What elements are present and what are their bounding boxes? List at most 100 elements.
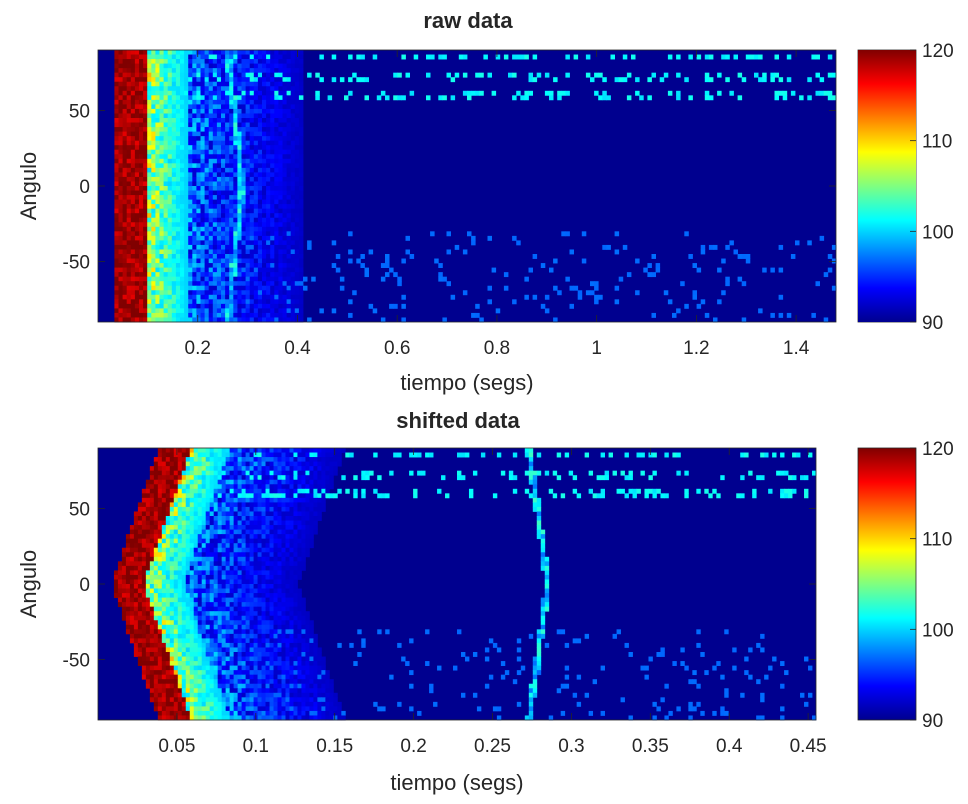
heatmap-cell	[246, 136, 251, 141]
heatmap-cell	[176, 281, 181, 286]
heatmap-cell	[262, 268, 267, 273]
heatmap-cell	[123, 272, 128, 277]
heatmap-cell	[119, 281, 124, 286]
heatmap-cell	[281, 493, 285, 498]
heatmap-cell	[348, 91, 353, 96]
heatmap-cell	[178, 466, 182, 471]
heatmap-cell	[192, 286, 197, 291]
heatmap-cell	[254, 136, 258, 141]
heatmap-cell	[242, 163, 247, 168]
heatmap-cell	[209, 55, 214, 60]
heatmap-cell	[258, 168, 263, 173]
heatmap-cell	[270, 172, 275, 177]
heatmap-cell	[154, 484, 158, 489]
heatmap-cell	[158, 589, 162, 594]
heatmap-cell	[301, 471, 305, 476]
heatmap-cell	[287, 59, 292, 64]
heatmap-cell	[209, 132, 214, 137]
heatmap-cell	[131, 55, 136, 60]
heatmap-cell	[270, 249, 275, 254]
heatmap-cell	[242, 516, 246, 521]
heatmap-cell	[155, 268, 160, 273]
heatmap-cell	[127, 240, 132, 245]
heatmap-cell	[205, 64, 210, 69]
heatmap-cell	[119, 123, 124, 128]
heatmap-cell	[209, 172, 214, 177]
heatmap-cell	[278, 593, 282, 598]
heatmap-cell	[278, 222, 283, 227]
heatmap-cell	[192, 181, 197, 186]
heatmap-cell	[561, 91, 566, 96]
heatmap-cell	[274, 145, 279, 150]
heatmap-cell	[246, 575, 250, 580]
heatmap-cell	[262, 457, 266, 462]
heatmap-cell	[266, 598, 270, 603]
heatmap-cell	[254, 286, 258, 291]
heatmap-cell	[130, 593, 134, 598]
heatmap-cell	[188, 286, 193, 291]
heatmap-cell	[237, 299, 242, 304]
x-tick-label: 0.4	[284, 338, 311, 359]
heatmap-cell	[202, 453, 206, 458]
heatmap-cell	[664, 493, 668, 498]
heatmap-cell	[283, 127, 288, 132]
heatmap-cell	[784, 489, 788, 494]
heatmap-cell	[262, 493, 266, 498]
heatmap-cell	[254, 498, 258, 503]
heatmap-cell	[225, 304, 230, 309]
heatmap-cell	[221, 177, 226, 182]
heatmap-cell	[278, 113, 283, 118]
heatmap-cell	[127, 68, 132, 73]
heatmap-cell	[127, 209, 132, 214]
heatmap-cell	[262, 245, 267, 250]
heatmap-cell	[172, 254, 177, 259]
heatmap-cell	[266, 263, 271, 268]
heatmap-cell	[233, 150, 238, 155]
heatmap-cell	[258, 259, 263, 264]
heatmap-cell	[297, 566, 301, 571]
heatmap-cell	[147, 50, 152, 55]
heatmap-cell	[291, 240, 296, 245]
heatmap-cell	[114, 118, 119, 123]
heatmap-cell	[217, 59, 222, 64]
heatmap-cell	[242, 227, 247, 232]
heatmap-cell	[635, 259, 640, 264]
heatmap-cell	[233, 200, 238, 205]
heatmap-cell	[629, 475, 633, 480]
heatmap-cell	[206, 530, 210, 535]
heatmap-cell	[127, 77, 132, 82]
heatmap-cell	[274, 589, 278, 594]
heatmap-cell	[258, 589, 262, 594]
heatmap-cell	[784, 471, 788, 476]
heatmap-cell	[176, 181, 181, 186]
heatmap-cell	[285, 579, 289, 584]
heatmap-cell	[283, 118, 288, 123]
heatmap-cell	[287, 68, 292, 73]
heatmap-cell	[162, 552, 166, 557]
heatmap-cell	[270, 295, 275, 300]
heatmap-cell	[151, 77, 156, 82]
heatmap-cell	[147, 313, 152, 318]
heatmap-cell	[250, 272, 255, 277]
heatmap-cell	[213, 299, 218, 304]
heatmap-cell	[174, 493, 178, 498]
heatmap-cell	[134, 543, 138, 548]
heatmap-cell	[676, 95, 681, 100]
heatmap-cell	[201, 145, 206, 150]
heatmap-cell	[229, 249, 234, 254]
heatmap-cell	[162, 566, 166, 571]
heatmap-cell	[155, 181, 160, 186]
heatmap-cell	[283, 286, 288, 291]
heatmap-cell	[158, 511, 162, 516]
heatmap-cell	[155, 136, 160, 141]
heatmap-cell	[192, 200, 197, 205]
heatmap-cell	[262, 186, 267, 191]
heatmap-cell	[299, 277, 304, 282]
heatmap-cell	[385, 272, 390, 277]
heatmap-cell	[270, 163, 275, 168]
heatmap-cell	[266, 589, 270, 594]
heatmap-cell	[438, 272, 443, 277]
heatmap-cell	[688, 254, 693, 259]
heatmap-cell	[201, 295, 206, 300]
heatmap-cell	[170, 462, 174, 467]
